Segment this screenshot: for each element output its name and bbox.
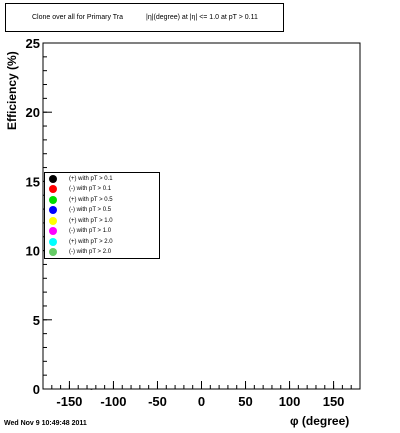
- legend-marker: [49, 206, 57, 214]
- legend-label: (+) with pT > 0.5: [69, 197, 113, 203]
- chart-title-box: Clone over all for Primary Tra |η|(degre…: [5, 3, 284, 32]
- x-tick-label: -50: [148, 394, 167, 409]
- legend-label: (-) with pT > 1.0: [69, 228, 112, 234]
- x-tick-label: 50: [238, 394, 252, 409]
- legend-label: (-) with pT > 2.0: [69, 249, 112, 255]
- legend-label: (+) with pT > 1.0: [69, 218, 113, 224]
- y-axis-label: Efficiency (%): [5, 51, 19, 130]
- legend-marker: [49, 227, 57, 235]
- y-tick-label: 0: [33, 382, 40, 397]
- legend-label: (+) with pT > 2.0: [69, 239, 113, 245]
- legend-marker: [49, 185, 57, 193]
- legend-marker: [49, 196, 57, 204]
- x-tick-label: -150: [56, 394, 82, 409]
- y-tick-label: 10: [26, 244, 40, 259]
- x-tick-label: 150: [323, 394, 345, 409]
- legend-label: (+) with pT > 0.1: [69, 176, 113, 182]
- x-axis-label: φ (degree): [290, 414, 350, 428]
- datestamp: Wed Nov 9 10:49:48 2011: [4, 420, 87, 427]
- x-tick-label: 100: [279, 394, 301, 409]
- x-tick-label: 0: [198, 394, 205, 409]
- legend-label: (-) with pT > 0.5: [69, 207, 112, 213]
- chart-title-right: |η|(degree) at |η| <= 1.0 at pT > 0.11: [146, 14, 258, 21]
- y-tick-label: 25: [26, 36, 40, 51]
- y-tick-label: 15: [26, 174, 40, 189]
- legend-marker: [49, 248, 57, 256]
- legend-marker: [49, 238, 57, 246]
- y-tick-label: 5: [33, 313, 40, 328]
- legend-marker: [49, 175, 57, 183]
- chart-title-left: Clone over all for Primary Tra: [32, 14, 124, 21]
- y-tick-label: 20: [26, 105, 40, 120]
- legend-label: (-) with pT > 0.1: [69, 186, 112, 192]
- legend: (+) with pT > 0.1 (-) with pT > 0.1 (+) …: [44, 172, 160, 259]
- legend-marker: [49, 217, 57, 225]
- x-tick-label: -100: [100, 394, 126, 409]
